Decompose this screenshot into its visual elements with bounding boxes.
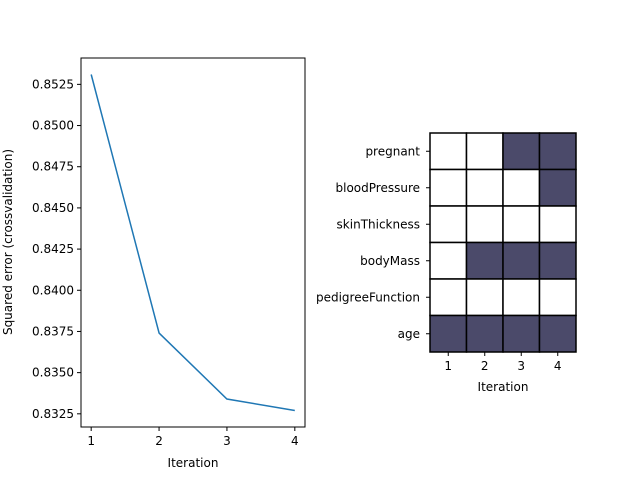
heatmap-cell <box>502 168 541 207</box>
line-series <box>90 74 295 412</box>
line-y-tick-label: 0.8400 <box>32 283 74 297</box>
line-y-tick-label: 0.8475 <box>32 160 74 174</box>
line-y-tick-label: 0.8325 <box>32 407 74 421</box>
line-y-tick-label: 0.8500 <box>32 119 74 133</box>
heatmap-row-label: pedigreeFunction <box>316 290 420 304</box>
heatmap-row-label: bodyMass <box>360 254 420 268</box>
line-y-axis-label: Squared error (crossvalidation) <box>1 149 15 335</box>
heatmap-cell <box>502 278 541 317</box>
heatmap-cell <box>429 205 468 244</box>
heatmap-cell <box>429 168 468 207</box>
heatmap-cell <box>465 168 504 207</box>
line-y-tick-label: 0.8450 <box>32 201 74 215</box>
heatmap-cell <box>538 241 577 280</box>
line-y-tick-label: 0.8350 <box>32 366 74 380</box>
line-y-tick-label: 0.8525 <box>32 77 74 91</box>
heatmap-row-labels: pregnant bloodPressure skinThickness bodyMa… <box>316 144 430 341</box>
line-x-tick-label: 2 <box>155 434 163 448</box>
heatmap-x-tick-label: 3 <box>517 359 525 373</box>
heatmap-cell <box>465 132 504 171</box>
heatmap-x-tick-label: 2 <box>481 359 489 373</box>
heatmap-row-label: skinThickness <box>337 217 420 231</box>
heatmap-x-ticks: 1 2 3 4 <box>444 352 562 373</box>
heatmap-x-axis-label: Iteration <box>478 380 529 394</box>
heatmap-cell <box>502 205 541 244</box>
line-x-axis-label: Iteration <box>168 456 219 470</box>
heatmap-cell <box>502 132 541 171</box>
heatmap-cells <box>429 132 577 353</box>
line-chart: 0.8325 0.8350 0.8375 0.8400 0.8425 0.8450 0.84… <box>1 57 306 470</box>
heatmap-x-tick-label: 4 <box>554 359 562 373</box>
heatmap-cell <box>465 314 504 353</box>
line-x-tick-label: 1 <box>87 434 95 448</box>
heatmap-cell <box>429 314 468 353</box>
heatmap-cell <box>465 205 504 244</box>
line-plot-frame <box>80 57 306 428</box>
line-y-tick-label: 0.8375 <box>32 324 74 338</box>
heatmap-cell <box>465 278 504 317</box>
heatmap-cell <box>538 314 577 353</box>
heatmap-cell <box>502 241 541 280</box>
heatmap-x-tick-label: 1 <box>444 359 452 373</box>
heatmap-chart: pregnant bloodPressure skinThickness bodyMa… <box>316 132 577 394</box>
heatmap-cell <box>465 241 504 280</box>
heatmap-cell <box>502 314 541 353</box>
heatmap-cell <box>538 132 577 171</box>
line-y-ticks: 0.8325 0.8350 0.8375 0.8400 0.8425 0.8450 0.84… <box>32 77 81 421</box>
heatmap-cell <box>538 168 577 207</box>
heatmap-cell <box>538 205 577 244</box>
heatmap-cell <box>429 241 468 280</box>
heatmap-cell <box>538 278 577 317</box>
heatmap-cell <box>429 278 468 317</box>
heatmap-row-label: pregnant <box>365 144 420 158</box>
heatmap-row-label: age <box>398 327 420 341</box>
line-x-tick-label: 3 <box>223 434 231 448</box>
line-x-ticks: 1 2 3 4 <box>87 427 299 448</box>
heatmap-cell <box>429 132 468 171</box>
line-y-tick-label: 0.8425 <box>32 242 74 256</box>
line-x-tick-label: 4 <box>291 434 299 448</box>
heatmap-row-label: bloodPressure <box>336 181 421 195</box>
